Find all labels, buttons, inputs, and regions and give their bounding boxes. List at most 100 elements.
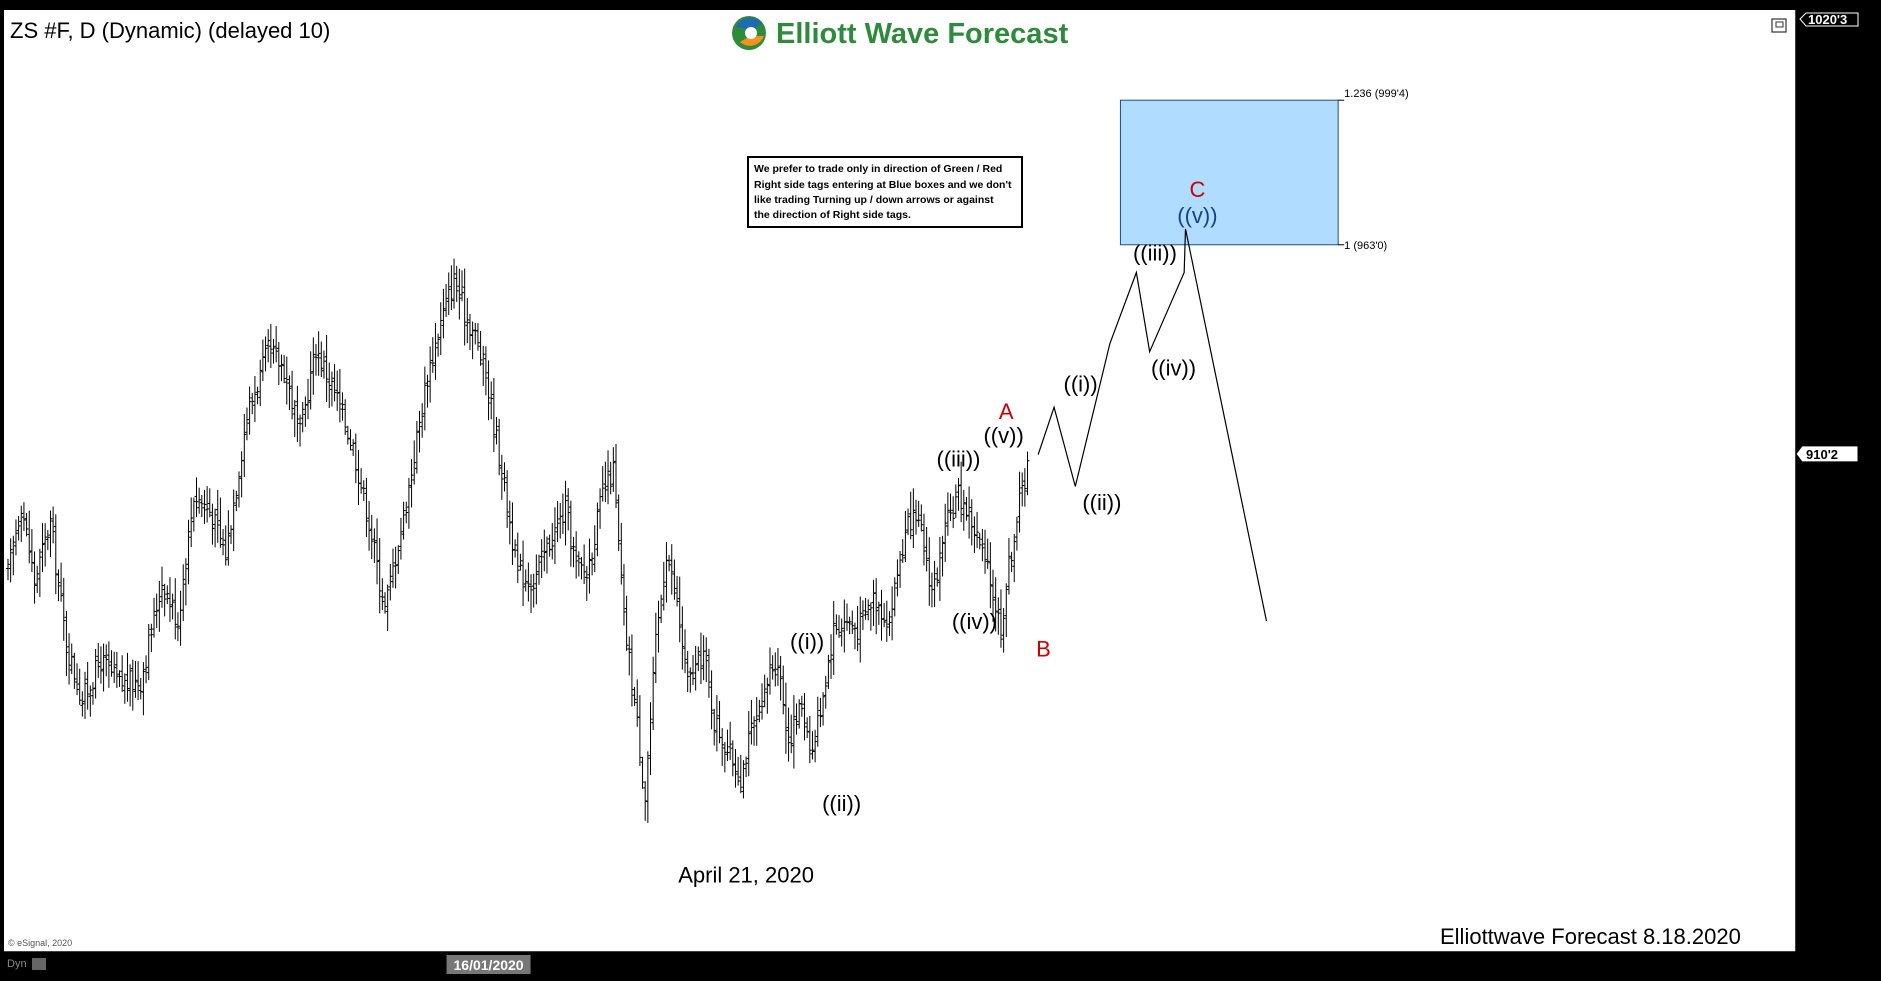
- price-bar: [197, 487, 202, 514]
- y-tick-label: 960'0: [1804, 249, 1838, 265]
- price-bar: [616, 494, 621, 552]
- price-bar: [637, 695, 642, 767]
- price-bar: [953, 484, 958, 518]
- dyn-toggle-icon[interactable]: [32, 958, 46, 970]
- price-bar: [414, 421, 419, 474]
- price-bar: [258, 359, 263, 407]
- price-bar: [64, 610, 69, 676]
- y-tick-label: 980'0: [1804, 169, 1838, 185]
- price-bar: [59, 562, 64, 602]
- price-bar: [608, 461, 613, 495]
- price-bar: [802, 692, 807, 741]
- y-tick-label: 790'0: [1804, 922, 1838, 938]
- y-tick-label: 810'0: [1804, 843, 1838, 859]
- projection-layer: [1037, 228, 1268, 622]
- y-tick-label: 890'0: [1804, 526, 1838, 542]
- price-bar: [789, 714, 794, 754]
- price-bar: [308, 351, 313, 410]
- price-bar: [507, 500, 512, 545]
- price-bar: [353, 433, 358, 484]
- price-bar: [497, 418, 502, 476]
- wave-label: ((v)): [1177, 203, 1217, 228]
- price-bar: [101, 643, 106, 692]
- price-bar: [467, 313, 472, 351]
- price-bar: [935, 567, 940, 587]
- price-bar: [860, 600, 865, 630]
- price-bar: [170, 593, 175, 620]
- price-bar: [603, 461, 608, 503]
- dyn-label: Dyn: [7, 958, 27, 970]
- y-tick-label: 990'0: [1804, 130, 1838, 146]
- price-bar: [282, 355, 287, 384]
- price-bar: [518, 553, 523, 571]
- price-bar: [948, 493, 953, 521]
- price-bar: [951, 496, 956, 529]
- price-bar: [369, 514, 374, 560]
- price-bar: [75, 663, 80, 696]
- wave-label: ((v)): [983, 423, 1023, 448]
- price-bar: [783, 682, 788, 754]
- price-bar: [725, 729, 730, 762]
- price-bar: [356, 449, 361, 505]
- dyn-tag[interactable]: Dyn: [7, 958, 46, 970]
- price-bar: [693, 645, 698, 691]
- wave-label: A: [999, 399, 1014, 424]
- price-bar: [130, 659, 135, 711]
- price-bar: [82, 671, 87, 719]
- target-box-layer: 1.236 (999'4) 1 (963'0): [1119, 88, 1409, 252]
- price-bar: [998, 589, 1003, 648]
- y-tick-label: 920'0: [1804, 407, 1838, 423]
- price-bar: [8, 538, 13, 583]
- price-bar: [375, 518, 380, 585]
- price-bar: [321, 350, 326, 379]
- price-bar: [133, 660, 138, 698]
- price-bar: [659, 594, 664, 624]
- price-bar: [712, 708, 717, 746]
- price-bar: [406, 477, 411, 529]
- price-bar: [199, 494, 204, 518]
- price-bar: [677, 576, 682, 643]
- price-bar: [221, 529, 226, 556]
- price-bar: [884, 600, 889, 642]
- price-bar: [542, 529, 547, 572]
- price-bar: [900, 539, 905, 563]
- price-bar: [390, 548, 395, 588]
- price-bar: [43, 523, 48, 567]
- price-bar: [826, 654, 831, 690]
- price-bar: [813, 729, 818, 763]
- y-tick-label: 900'0: [1804, 486, 1838, 502]
- price-bar: [422, 366, 427, 431]
- price-bar: [1017, 471, 1022, 533]
- price-bar: [555, 500, 560, 543]
- price-bar: [627, 636, 632, 676]
- wave-label: ((i)): [790, 629, 824, 654]
- price-bar: [348, 429, 353, 451]
- price-bar: [345, 425, 350, 445]
- price-bar: [513, 539, 518, 558]
- price-bar: [539, 539, 544, 578]
- wave-label: ((iii)): [937, 447, 981, 472]
- price-bar: [446, 272, 451, 315]
- price-bar: [600, 466, 605, 502]
- price-bar: [6, 558, 10, 581]
- price-bar: [24, 513, 29, 537]
- price-bar: [438, 302, 443, 356]
- price-bar: [810, 731, 815, 760]
- price-bar: [45, 530, 50, 551]
- price-bar: [88, 685, 93, 717]
- price-bar: [210, 503, 215, 545]
- restore-window-icon[interactable]: [1771, 18, 1787, 33]
- price-bar: [481, 345, 486, 386]
- x-tick-label: Nov: [273, 957, 302, 974]
- price-bar: [1012, 533, 1017, 583]
- price-bar: [311, 337, 316, 395]
- price-bar: [457, 268, 462, 320]
- note-box: [747, 156, 1023, 228]
- price-bar: [420, 403, 425, 438]
- price-bar: [290, 370, 295, 420]
- price-bar: [847, 616, 852, 635]
- wave-labels: A((v))((iii))((iv))B((i))((ii))April 21,…: [678, 177, 1217, 887]
- price-bar: [117, 670, 122, 687]
- x-cursor-label: 16/01/2020: [454, 957, 524, 973]
- price-bar: [67, 633, 72, 685]
